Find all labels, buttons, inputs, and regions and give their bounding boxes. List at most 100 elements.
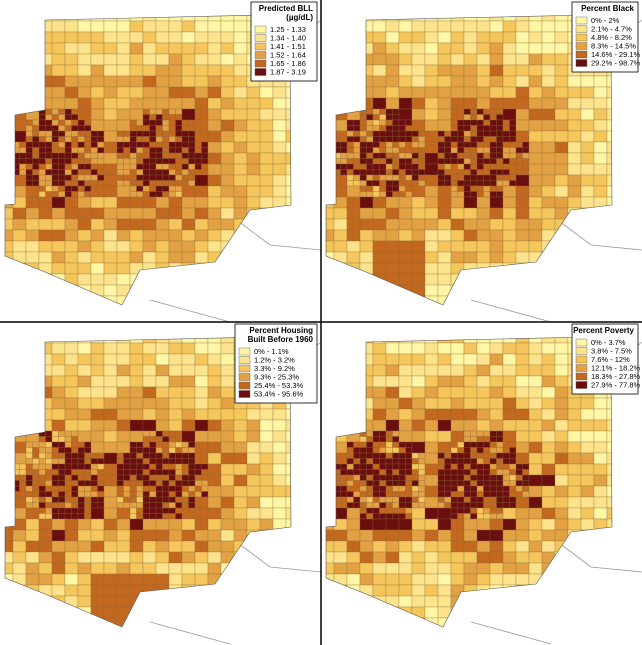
tract	[437, 163, 445, 170]
tract	[398, 196, 413, 209]
tract	[476, 436, 484, 443]
tract	[502, 474, 510, 481]
tract	[476, 130, 484, 137]
tract	[38, 114, 46, 121]
tract	[220, 507, 235, 520]
tract	[123, 152, 131, 159]
tract	[194, 375, 209, 388]
tract	[606, 163, 612, 176]
tract	[346, 573, 361, 586]
tract	[77, 502, 85, 509]
tract	[515, 408, 530, 421]
tract	[528, 42, 543, 55]
tract	[64, 141, 72, 148]
tract	[385, 207, 400, 220]
tract	[398, 125, 406, 132]
tract	[450, 463, 458, 470]
tract	[142, 502, 150, 509]
tract	[116, 262, 131, 275]
tract	[162, 169, 170, 176]
tract	[194, 207, 209, 220]
tract	[346, 229, 361, 242]
tract	[77, 408, 92, 421]
tract	[90, 551, 105, 564]
tract	[45, 174, 53, 181]
tract	[398, 218, 413, 231]
tract	[64, 353, 79, 366]
tract	[424, 573, 439, 586]
tract	[155, 86, 170, 99]
tract	[175, 136, 183, 143]
tract	[220, 463, 235, 476]
tract	[142, 20, 157, 33]
tract	[385, 463, 393, 470]
tract	[168, 207, 183, 220]
tract	[194, 364, 209, 377]
tract	[181, 53, 196, 66]
tract	[444, 480, 452, 487]
tract	[450, 364, 465, 377]
tract	[483, 108, 491, 115]
tract	[103, 463, 118, 476]
tract	[51, 191, 59, 198]
tract	[181, 458, 189, 465]
tract	[580, 397, 595, 410]
tract	[175, 463, 183, 470]
tract	[353, 447, 361, 454]
tract	[181, 141, 189, 148]
tract	[155, 469, 163, 476]
tract	[515, 108, 530, 121]
tract	[541, 119, 556, 132]
tract	[259, 452, 274, 465]
tract	[129, 64, 144, 77]
tract	[58, 491, 66, 498]
tract	[606, 518, 612, 531]
tract	[489, 169, 497, 176]
tract	[45, 147, 53, 154]
tract	[359, 518, 374, 531]
tract	[194, 562, 209, 575]
tract	[398, 31, 413, 44]
tract	[84, 158, 92, 165]
tract	[340, 474, 348, 481]
tract	[606, 441, 612, 454]
tract	[149, 480, 157, 487]
tract	[90, 169, 98, 176]
tract	[392, 480, 400, 487]
tract	[502, 64, 517, 77]
tract	[194, 540, 209, 553]
tract	[437, 218, 452, 231]
tract	[398, 375, 413, 388]
tract	[489, 496, 497, 503]
tract	[220, 430, 235, 443]
tract	[437, 53, 452, 66]
tract	[437, 502, 445, 509]
tract	[71, 185, 79, 192]
tract	[142, 114, 150, 121]
tract	[220, 518, 235, 531]
tract	[522, 147, 530, 154]
tract	[489, 551, 504, 564]
tract	[51, 114, 59, 121]
tract	[457, 163, 465, 170]
tract	[97, 158, 105, 165]
tract	[58, 480, 66, 487]
tract	[541, 518, 556, 531]
tract	[411, 218, 426, 231]
tract	[489, 474, 497, 481]
tract	[541, 86, 556, 99]
tract	[129, 240, 144, 253]
legend-label: 1.25 - 1.33	[270, 25, 306, 34]
tract	[450, 169, 458, 176]
tract	[64, 75, 79, 88]
tract	[246, 141, 261, 154]
tract	[194, 152, 202, 159]
tract	[398, 573, 413, 586]
tract	[372, 158, 380, 165]
tract	[207, 452, 222, 465]
tract	[207, 353, 222, 366]
tract	[162, 430, 170, 437]
tract	[515, 353, 530, 366]
tract	[51, 108, 59, 115]
tract	[285, 152, 291, 165]
